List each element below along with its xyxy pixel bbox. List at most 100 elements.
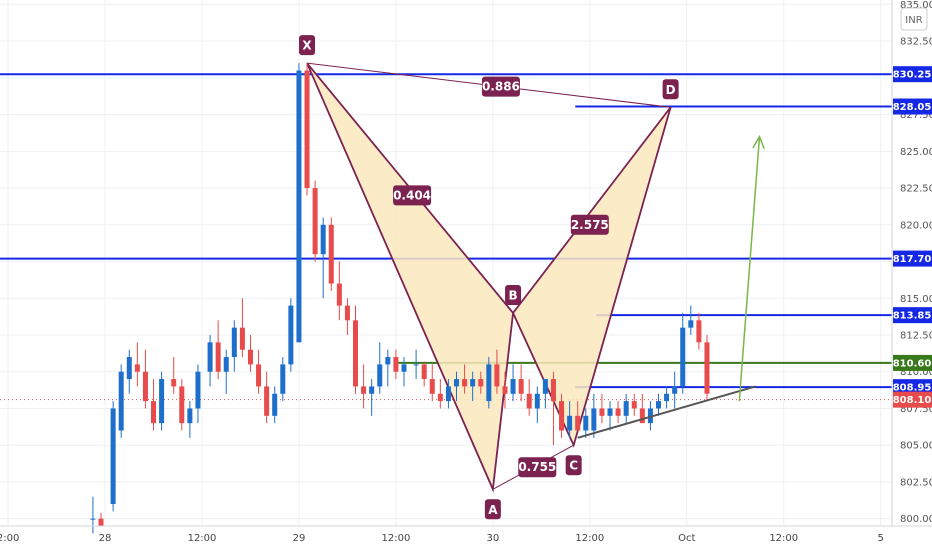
candle-body bbox=[696, 320, 702, 343]
x-tick-label: 29 bbox=[293, 533, 306, 544]
candle-down bbox=[98, 512, 104, 526]
candle-body bbox=[518, 379, 524, 394]
price-tag: 828.05 bbox=[893, 98, 932, 115]
pattern-point-bg bbox=[662, 79, 679, 100]
candle-body bbox=[151, 401, 157, 424]
price-tag-text: 828.05 bbox=[893, 102, 932, 113]
x-tick-label: 12:00 bbox=[769, 533, 798, 544]
price-tag: 808.10 bbox=[893, 391, 932, 408]
candle-up bbox=[369, 379, 375, 416]
candle-up bbox=[445, 379, 451, 409]
price-tag-text: 808.95 bbox=[893, 383, 932, 394]
ratio-label: 0.755 bbox=[518, 457, 557, 478]
currency-badge: INR bbox=[900, 7, 928, 31]
price-tag-text: 810.60 bbox=[893, 358, 932, 369]
candle-up bbox=[207, 334, 213, 387]
pattern-point-text: B bbox=[508, 288, 517, 302]
ratio-label-text: 0.755 bbox=[518, 460, 556, 474]
candle-body bbox=[207, 342, 213, 372]
candle-body bbox=[559, 401, 565, 431]
price-tags: 830.25 828.05 817.70 813.85 810.60 808.95808.… bbox=[893, 66, 932, 408]
candle-body bbox=[413, 364, 419, 366]
x-tick-label: 12:00 bbox=[381, 533, 410, 544]
candle-down bbox=[264, 371, 270, 424]
candle-down bbox=[134, 342, 140, 387]
currency-label: INR bbox=[905, 15, 922, 26]
candle-body bbox=[247, 349, 253, 365]
candle-body bbox=[98, 518, 104, 526]
candle-body bbox=[304, 70, 310, 189]
candle-up bbox=[118, 364, 124, 438]
price-tag: 810.60 bbox=[893, 354, 932, 371]
candle-body bbox=[187, 408, 193, 424]
pattern-point-label: B bbox=[505, 284, 522, 305]
candle-body bbox=[312, 188, 318, 255]
candle-body bbox=[502, 386, 508, 394]
candle-down bbox=[462, 364, 468, 394]
candle-down bbox=[256, 349, 262, 394]
candle-body bbox=[401, 364, 407, 372]
candle-down bbox=[361, 364, 367, 409]
candle-up bbox=[534, 386, 540, 424]
candle-down bbox=[502, 371, 508, 409]
candle-body bbox=[494, 364, 500, 387]
price-tag-text: 813.85 bbox=[893, 311, 932, 322]
pattern-point-text: X bbox=[302, 39, 312, 53]
y-tick-label: 807.50 bbox=[900, 404, 932, 415]
candle-body bbox=[110, 408, 116, 504]
candle-body bbox=[429, 379, 435, 394]
candle-body bbox=[377, 364, 383, 387]
candle-up bbox=[567, 401, 573, 438]
candle-up bbox=[385, 349, 391, 387]
forecast-arrow-shaft bbox=[738, 136, 761, 402]
candle-up bbox=[591, 393, 597, 438]
price-tag-text: 808.10 bbox=[893, 395, 932, 406]
candle-up bbox=[288, 298, 294, 372]
candle-up bbox=[377, 342, 383, 394]
candle-body bbox=[239, 327, 245, 350]
trendline bbox=[577, 385, 756, 439]
candle-up bbox=[187, 401, 193, 438]
candle-body bbox=[526, 393, 532, 409]
candle-down bbox=[559, 393, 565, 438]
candles bbox=[90, 63, 710, 534]
candle-down bbox=[142, 349, 148, 409]
time-axis[interactable]: 2:00 28 12:00 29 12:00 30 12:00 Oct 12:00 5 bbox=[0, 533, 884, 544]
candle-down bbox=[437, 379, 443, 409]
candle-up bbox=[542, 379, 548, 409]
candle-up bbox=[110, 401, 116, 512]
price-tag: 808.95 bbox=[893, 379, 932, 396]
candle-down bbox=[575, 401, 581, 431]
candle-body bbox=[272, 393, 278, 416]
candle-body bbox=[179, 386, 185, 424]
candle-body bbox=[288, 305, 294, 365]
y-tick-label: 802.50 bbox=[900, 477, 932, 488]
ratio-label-text: 0.886 bbox=[482, 80, 520, 94]
price-tag: 830.25 bbox=[893, 66, 932, 83]
candle-down bbox=[696, 312, 702, 350]
candle-up bbox=[90, 496, 96, 534]
candle-up bbox=[672, 371, 678, 409]
candle-body bbox=[336, 283, 342, 306]
candle-up bbox=[655, 393, 662, 416]
candle-body bbox=[470, 379, 476, 387]
candle-down bbox=[247, 334, 253, 372]
candle-down bbox=[312, 180, 318, 262]
price-tag-bg bbox=[893, 379, 932, 396]
candle-body bbox=[655, 401, 662, 409]
candle-body bbox=[320, 224, 326, 255]
candle-body bbox=[171, 379, 177, 387]
candle-body bbox=[591, 408, 597, 431]
candle-down bbox=[353, 305, 359, 394]
candle-down bbox=[171, 357, 177, 394]
candle-body bbox=[453, 379, 460, 387]
candle-body bbox=[90, 518, 96, 520]
y-tick-label: 827.50 bbox=[900, 110, 932, 121]
overlay-drawings: 0.886 0.404 2.575 0.755 X A B C D bbox=[299, 35, 765, 520]
candle-body bbox=[567, 415, 573, 431]
candle-down bbox=[328, 217, 334, 291]
candle-body bbox=[159, 379, 165, 424]
pattern-point-label: D bbox=[662, 79, 679, 100]
candle-body bbox=[369, 386, 375, 394]
